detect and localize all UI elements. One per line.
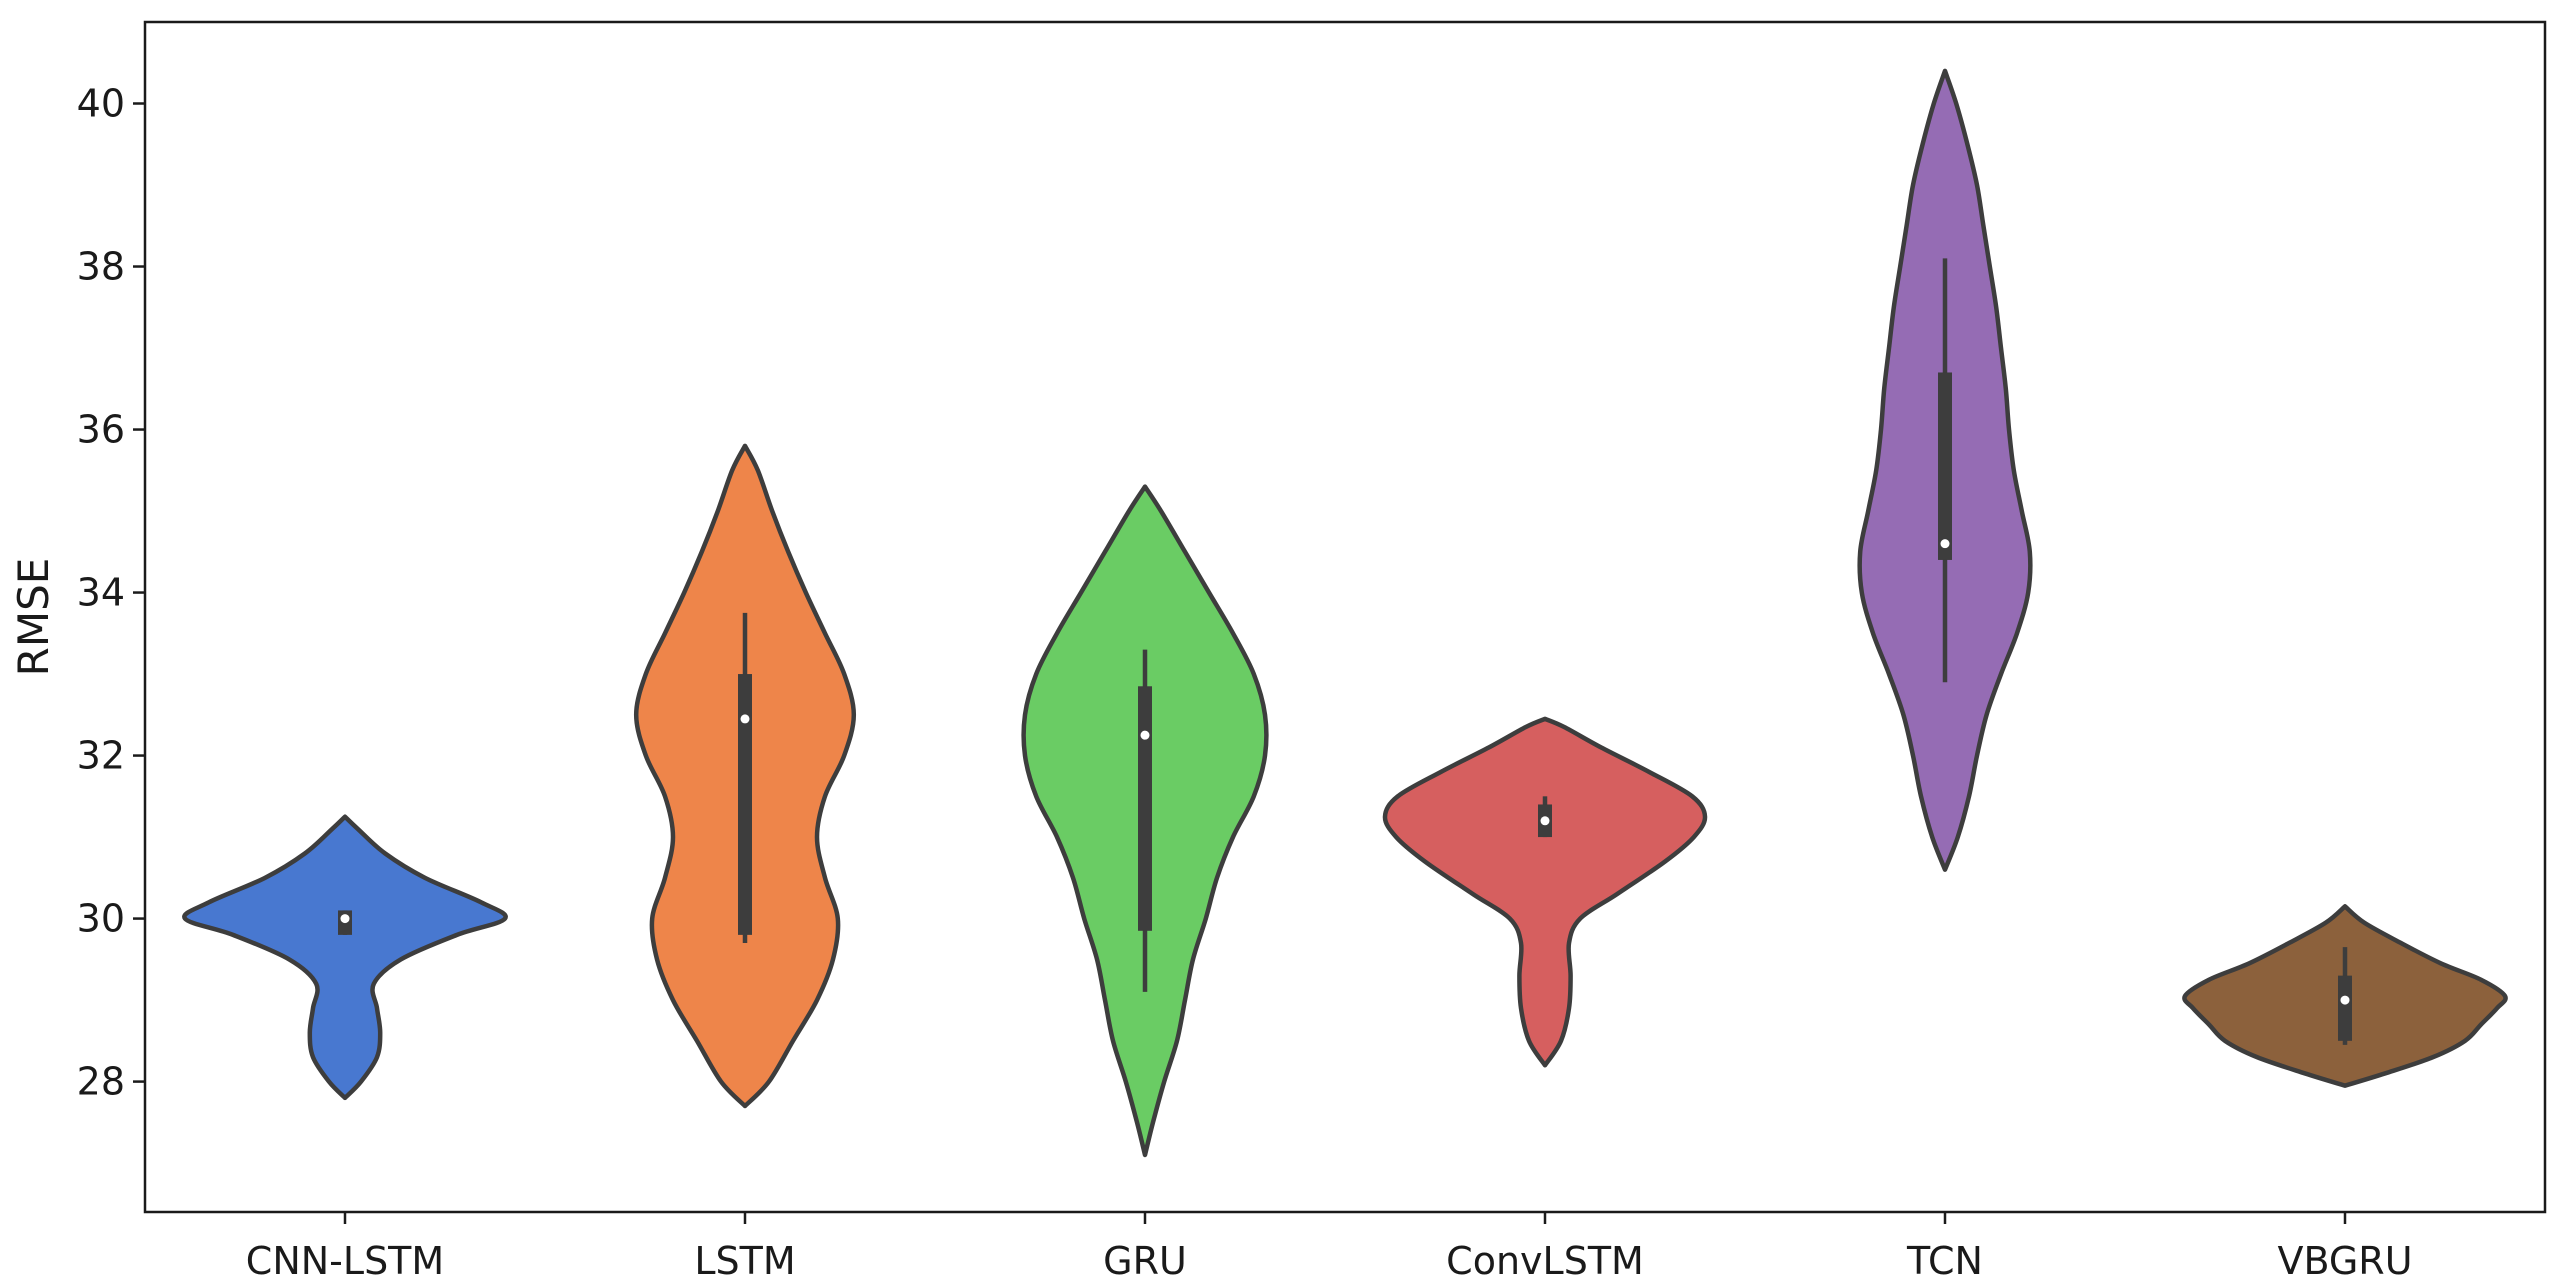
x-tick-label: CNN-LSTM (246, 1239, 444, 1283)
violin-median (740, 714, 750, 724)
violin-cnn-lstm (182, 814, 508, 1101)
y-tick-label: 28 (77, 1060, 125, 1104)
violin-vbgru (2182, 904, 2508, 1088)
violin-gru (1021, 484, 1269, 1158)
y-axis: 28 30 32 34 36 38 40 (77, 82, 145, 1104)
y-axis-label: RMSE (9, 558, 58, 677)
violin-iqr-box (1138, 686, 1152, 931)
violins-group (182, 68, 2508, 1158)
x-tick-label: TCN (1906, 1239, 1983, 1283)
y-tick-label: 38 (77, 245, 125, 289)
plot-frame (143, 20, 2547, 1214)
x-tick-label: VBGRU (2277, 1239, 2412, 1283)
violin-iqr-box (2338, 975, 2352, 1041)
y-tick-label: 34 (77, 571, 125, 615)
y-tick-label: 36 (77, 408, 125, 452)
violin-body (1382, 716, 1708, 1068)
violin-lstm (633, 443, 857, 1109)
violin-iqr-box (1938, 372, 1952, 560)
violin-median (340, 914, 350, 924)
violin-body (182, 814, 508, 1101)
violin-median (1940, 539, 1950, 549)
y-tick-label: 40 (77, 82, 125, 126)
x-axis: CNN-LSTM LSTM GRU ConvLSTM TCN VBGRU (246, 1212, 2413, 1283)
violin-median (1540, 816, 1550, 826)
violin-median (1140, 730, 1150, 740)
violin-median (2340, 995, 2350, 1005)
x-tick-label: GRU (1103, 1239, 1187, 1283)
y-tick-label: 30 (77, 897, 125, 941)
violin-tcn (1857, 68, 2033, 872)
x-tick-label: LSTM (694, 1239, 795, 1283)
violin-iqr-box (738, 674, 752, 935)
y-tick-label: 32 (77, 734, 125, 778)
violin-convlstm (1382, 716, 1708, 1068)
x-tick-label: ConvLSTM (1446, 1239, 1644, 1283)
